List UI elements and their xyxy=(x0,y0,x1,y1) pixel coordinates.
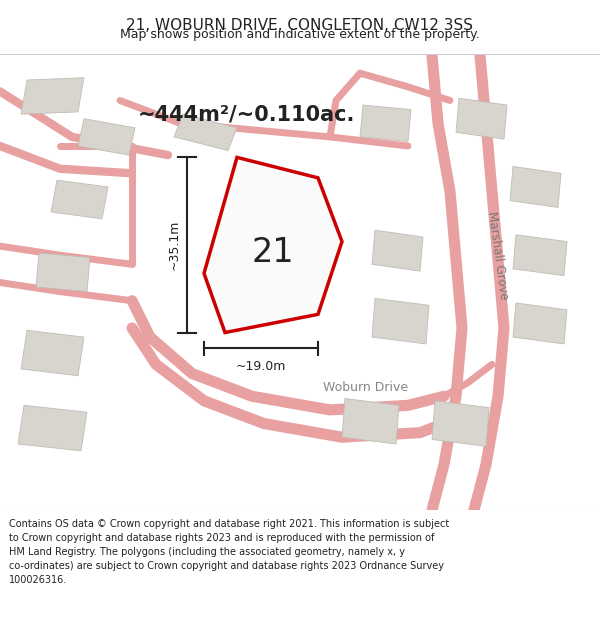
Text: ~444m²/~0.110ac.: ~444m²/~0.110ac. xyxy=(137,104,355,124)
Text: Contains OS data © Crown copyright and database right 2021. This information is : Contains OS data © Crown copyright and d… xyxy=(9,519,449,585)
Text: 21, WOBURN DRIVE, CONGLETON, CW12 3SS: 21, WOBURN DRIVE, CONGLETON, CW12 3SS xyxy=(127,18,473,32)
Polygon shape xyxy=(432,401,489,446)
Polygon shape xyxy=(510,166,561,208)
Polygon shape xyxy=(21,330,84,376)
Text: Woburn Drive: Woburn Drive xyxy=(323,381,409,394)
Polygon shape xyxy=(372,298,429,344)
Polygon shape xyxy=(36,253,90,292)
Polygon shape xyxy=(204,158,342,332)
Polygon shape xyxy=(51,180,108,219)
Text: ~35.1m: ~35.1m xyxy=(167,220,181,270)
Polygon shape xyxy=(78,119,135,155)
Polygon shape xyxy=(174,114,237,151)
Text: Map shows position and indicative extent of the property.: Map shows position and indicative extent… xyxy=(120,28,480,41)
Text: 21: 21 xyxy=(251,236,295,269)
Polygon shape xyxy=(513,303,567,344)
Polygon shape xyxy=(372,230,423,271)
Polygon shape xyxy=(456,98,507,139)
Text: Marshall Grove: Marshall Grove xyxy=(485,210,511,300)
Polygon shape xyxy=(21,78,84,114)
Polygon shape xyxy=(342,399,399,444)
Polygon shape xyxy=(360,105,411,141)
Polygon shape xyxy=(513,235,567,276)
Polygon shape xyxy=(237,205,306,289)
Text: ~19.0m: ~19.0m xyxy=(236,360,286,373)
Polygon shape xyxy=(18,406,87,451)
